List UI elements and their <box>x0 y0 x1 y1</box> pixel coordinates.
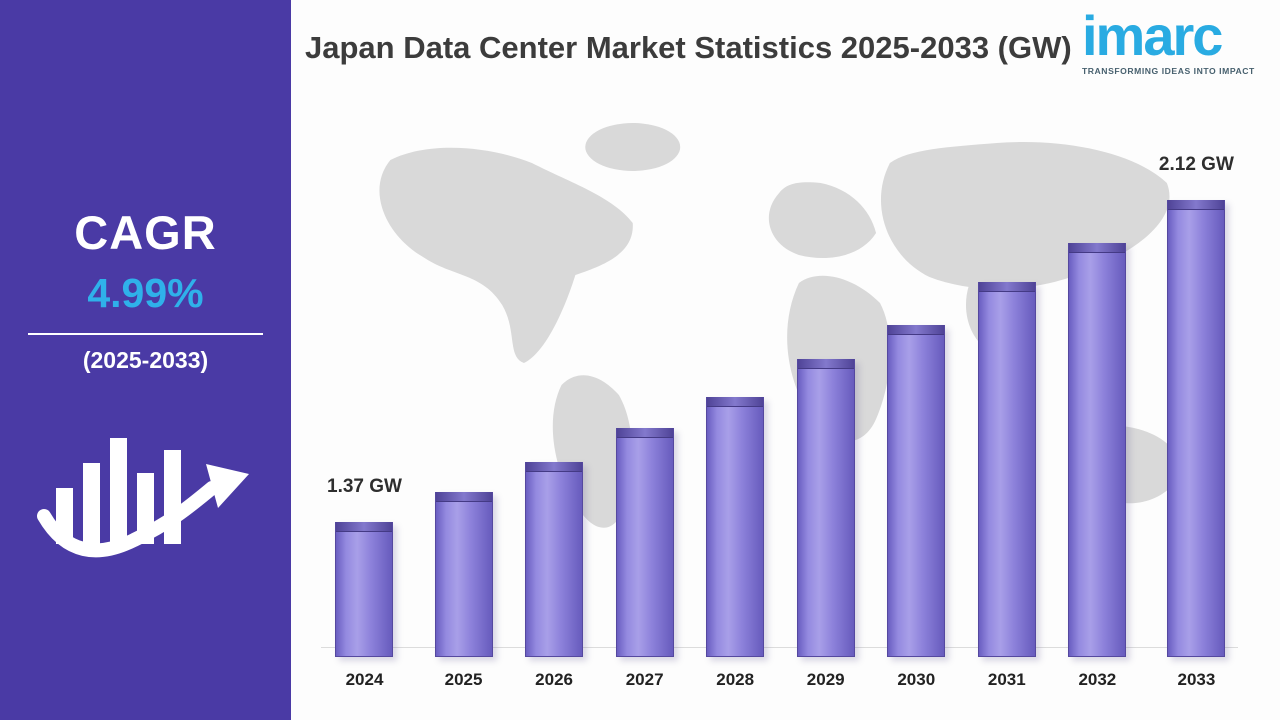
bar <box>706 397 765 657</box>
bar-column: 2.12 GW 2033 <box>1159 110 1234 690</box>
x-axis-label: 2028 <box>716 670 755 689</box>
bar <box>796 359 855 657</box>
bar-column: 2026 <box>525 110 584 690</box>
bar <box>1068 243 1127 657</box>
bar-column: 2027 <box>615 110 674 690</box>
cagr-panel: CAGR 4.99% (2025-2033) <box>0 0 291 720</box>
imarc-logo-text: imarc <box>1082 4 1223 67</box>
imarc-logo: imarc TRANSFORMING IDEAS INTO IMPACT <box>1082 4 1264 77</box>
cagr-label: CAGR <box>74 206 217 259</box>
bar-value-label: 1.37 GW <box>327 476 402 497</box>
bar-chart: 1.37 GW 2024 2025 2026 2027 2028 2029 2030 2031 2… <box>327 110 1234 690</box>
x-axis-label: 2031 <box>987 670 1026 689</box>
x-axis-label: 2029 <box>806 670 845 689</box>
bar <box>335 522 394 657</box>
cagr-value: 4.99% <box>87 270 204 316</box>
x-axis-label: 2032 <box>1078 670 1117 689</box>
bar-column: 2029 <box>796 110 855 690</box>
x-axis-line <box>321 647 1238 648</box>
page-title: Japan Data Center Market Statistics 2025… <box>305 30 1072 65</box>
bar <box>977 282 1036 657</box>
cagr-period: (2025-2033) <box>82 347 209 373</box>
bar-value-label: 2.12 GW <box>1158 154 1234 175</box>
divider-line <box>28 333 263 335</box>
bar-column: 2031 <box>977 110 1036 690</box>
x-axis-label: 2033 <box>1177 670 1216 689</box>
bar <box>525 462 584 657</box>
x-axis-label: 2024 <box>345 670 384 689</box>
x-axis-label: 2026 <box>535 670 573 689</box>
bar <box>615 428 674 657</box>
bar-column: 2030 <box>887 110 946 690</box>
bar-column: 1.37 GW 2024 <box>327 110 402 690</box>
bar-column: 2032 <box>1068 110 1127 690</box>
bar <box>434 492 493 657</box>
imarc-logo-tagline: TRANSFORMING IDEAS INTO IMPACT <box>1082 66 1255 76</box>
x-axis-label: 2025 <box>444 670 483 689</box>
growth-chart-icon <box>36 416 256 571</box>
bar <box>887 325 946 657</box>
world-map <box>379 123 1183 528</box>
bar-column: 2028 <box>706 110 765 690</box>
bar-column: 2025 <box>434 110 493 690</box>
x-axis-label: 2030 <box>897 670 936 689</box>
bar <box>1167 200 1226 657</box>
chart-panel: Japan Data Center Market Statistics 2025… <box>291 0 1280 720</box>
x-axis-label: 2027 <box>625 670 664 689</box>
